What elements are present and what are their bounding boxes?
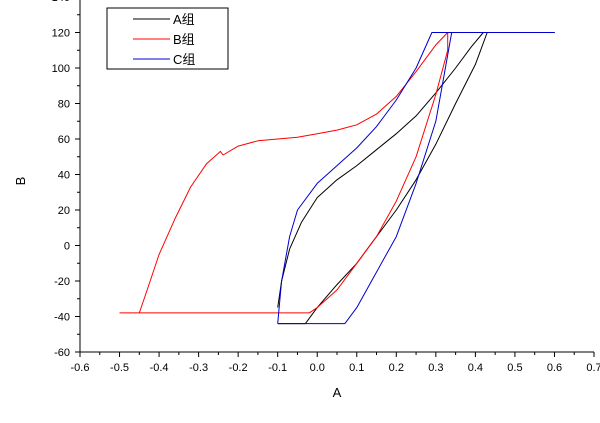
y-tick-label: 120 [52,28,70,40]
legend-label-3: C组 [173,52,195,67]
y-tick-label: 60 [58,134,70,146]
x-tick-label: 0.6 [547,362,562,374]
x-tick-label: -0.3 [189,362,208,374]
y-tick-label: 0 [64,241,70,253]
x-axis-title: A [333,385,342,400]
x-axis-ticks: -0.6 -0.5 -0.4 -0.3 -0.2 -0.1 0.0 0.1 0.2 0.3 0.4 0… [71,352,600,374]
x-tick-label: 0.4 [468,362,483,374]
x-tick-label: -0.1 [268,362,287,374]
y-tick-label: 100 [52,63,70,75]
legend: A组 B组 C组 [106,7,229,70]
x-tick-label: 0.1 [349,362,364,374]
legend-label-1: A组 [173,12,195,27]
x-tick-label: -0.4 [150,362,169,374]
series-layer [119,32,555,325]
series-line-2 [119,32,449,314]
y-tick-label: -40 [54,312,70,324]
y-tick-label: 80 [58,99,70,111]
y-tick-label: 140 [52,0,70,4]
y-axis-title: B [13,177,28,186]
x-tick-label: -0.6 [71,362,90,374]
y-tick-label: -60 [54,347,70,359]
x-tick-label: -0.2 [229,362,248,374]
y-tick-label: 40 [58,170,70,182]
x-tick-label: 0.0 [310,362,325,374]
x-tick-label: 0.2 [389,362,404,374]
x-tick-label: -0.5 [110,362,129,374]
y-tick-label: -20 [54,276,70,288]
y-axis-ticks: -60 -40 -20 0 20 40 60 80 100 120 140 [52,0,80,359]
x-tick-label: 0.7 [586,362,600,374]
series-line-3 [277,32,555,325]
y-tick-label: 20 [58,205,70,217]
series-line-1 [277,32,500,325]
x-tick-label: 0.5 [507,362,522,374]
x-tick-label: 0.3 [428,362,443,374]
legend-label-2: B组 [173,32,195,47]
